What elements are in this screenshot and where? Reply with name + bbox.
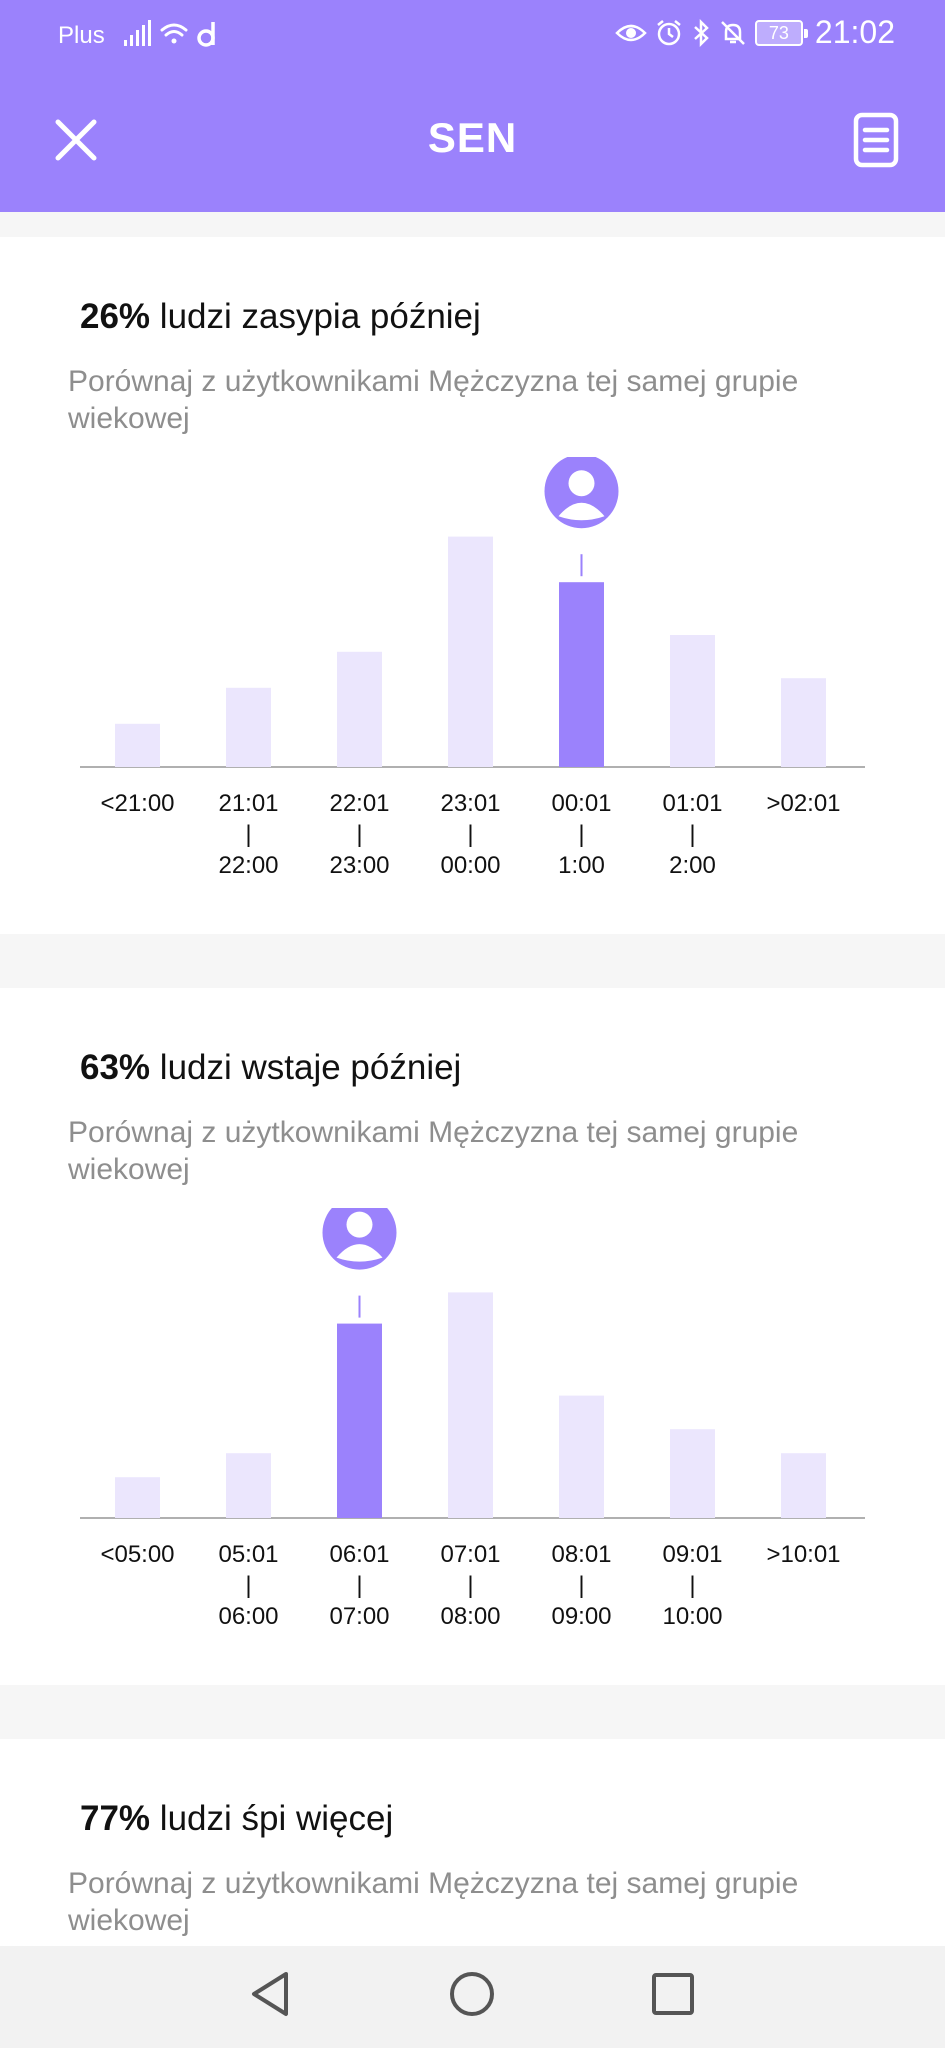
fall-asleep-chart: <21:00 21:01 | 22:00 22:01 | 23:00 23:01 | 00:00 0… <box>80 457 865 879</box>
tick-label: | <box>578 821 584 848</box>
document-icon[interactable] <box>853 112 899 168</box>
card-heading: 63% ludzi wstaje później <box>80 1048 461 1088</box>
tick-label: | <box>356 1572 362 1599</box>
system-nav-bar <box>0 1946 945 2048</box>
close-icon[interactable] <box>50 114 102 166</box>
carrier-label: Plus <box>58 22 105 49</box>
clock-time: 21:02 <box>814 14 895 50</box>
tick-label: | <box>467 821 473 848</box>
tick-label: 09:01 <box>662 1541 722 1568</box>
tick-label: 06:00 <box>218 1603 278 1630</box>
status-right: 73 21:02 <box>615 14 895 51</box>
bar <box>226 687 271 767</box>
tick-label: 09:00 <box>551 1603 611 1630</box>
tick-label: <21:00 <box>100 790 174 817</box>
heading-text: ludzi zasypia później <box>150 297 481 336</box>
tick-label: >02:01 <box>766 790 840 817</box>
tick-label: | <box>689 821 695 848</box>
circle-home-icon[interactable] <box>448 1970 496 2018</box>
tick-label: 22:01 <box>329 790 389 817</box>
bar <box>226 1453 271 1518</box>
percent-value: 26% <box>80 297 151 336</box>
tick-label: 07:00 <box>329 1603 389 1630</box>
tick-label: 07:01 <box>440 1541 500 1568</box>
bar <box>670 1429 715 1518</box>
card-heading: 77% ludzi śpi więcej <box>80 1799 393 1839</box>
sleep-more-card: 77% ludzi śpi więcej Porównaj z użytkown… <box>0 1739 945 1959</box>
app-header: Plus 73 21:02 SEN <box>0 0 945 212</box>
bar <box>337 651 382 767</box>
bell-muted-icon <box>721 20 745 45</box>
tick-label: | <box>245 821 251 848</box>
card-subtitle: Porównaj z użytkownikami Mężczyzna tej s… <box>68 365 799 435</box>
tick-label: 23:01 <box>440 790 500 817</box>
bar <box>448 536 493 767</box>
card-subtitle: Porównaj z użytkownikami Mężczyzna tej s… <box>68 1867 799 1937</box>
battery-indicator: 73 <box>754 19 808 46</box>
data-d-icon <box>197 22 215 47</box>
tick-label: 00:01 <box>551 790 611 817</box>
alarm-icon <box>657 19 681 45</box>
bar <box>448 1292 493 1518</box>
eye-icon <box>615 24 647 41</box>
bar <box>559 1395 604 1518</box>
tick-label: <05:00 <box>100 1541 174 1568</box>
percent-value: 63% <box>80 1048 151 1087</box>
bar <box>115 723 160 767</box>
triangle-back-icon[interactable] <box>248 1970 294 2018</box>
page-title: SEN <box>427 114 518 161</box>
square-recents-icon[interactable] <box>650 1970 696 2018</box>
fall-asleep-card: 26% ludzi zasypia później Porównaj z uży… <box>0 237 945 934</box>
wifi-icon <box>160 23 188 44</box>
bar <box>781 1453 826 1518</box>
bar <box>670 635 715 767</box>
tick-label: 23:00 <box>329 852 389 879</box>
tick-label: | <box>245 1572 251 1599</box>
tick-label: 1:00 <box>558 852 605 879</box>
tick-label: 08:00 <box>440 1603 500 1630</box>
tick-label: 05:01 <box>218 1541 278 1568</box>
tick-label: | <box>356 821 362 848</box>
bar-highlighted <box>559 582 604 767</box>
user-avatar-icon <box>322 1208 397 1270</box>
tick-label: 22:00 <box>218 852 278 879</box>
bar <box>115 1477 160 1518</box>
user-avatar-icon <box>544 457 619 529</box>
tick-label: 21:01 <box>218 790 278 817</box>
tick-label: 00:00 <box>440 852 500 879</box>
card-subtitle: Porównaj z użytkownikami Mężczyzna tej s… <box>68 1116 799 1186</box>
heading-text: ludzi wstaje później <box>150 1048 462 1087</box>
heading-text: ludzi śpi więcej <box>150 1799 394 1838</box>
tick-label: 2:00 <box>669 852 716 879</box>
bar-highlighted <box>337 1323 382 1518</box>
card-heading: 26% ludzi zasypia później <box>80 297 481 337</box>
tick-label: | <box>467 1572 473 1599</box>
tick-label: | <box>689 1572 695 1599</box>
tick-label: | <box>578 1572 584 1599</box>
tick-label: 10:00 <box>662 1603 722 1630</box>
signal-icon <box>124 20 151 46</box>
percent-value: 77% <box>80 1799 151 1838</box>
tick-label: 01:01 <box>662 790 722 817</box>
wake-up-card: 63% ludzi wstaje później Porównaj z użyt… <box>0 988 945 1685</box>
signal-wifi-icons <box>124 20 215 47</box>
tick-label: >10:01 <box>766 1541 840 1568</box>
tick-label: 08:01 <box>551 1541 611 1568</box>
bluetooth-icon <box>694 18 709 47</box>
wake-up-chart: <05:00 05:01 | 06:00 06:01 | 07:00 07:01 | 08:00 0… <box>80 1208 865 1630</box>
tick-label: 06:01 <box>329 1541 389 1568</box>
bar <box>781 678 826 767</box>
